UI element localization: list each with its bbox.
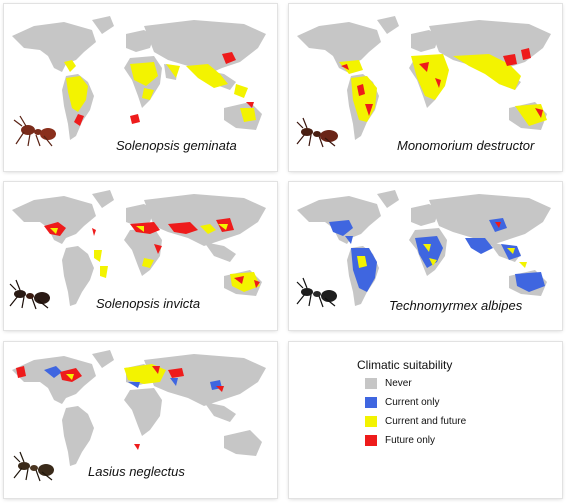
legend-swatch: [365, 434, 377, 446]
ant-photo: [296, 277, 337, 308]
legend-item-never: Never: [365, 376, 412, 390]
map-panel-solenopsis-invicta: Solenopsis invicta: [4, 182, 277, 330]
map-panel-lasius-neglectus: Lasius neglectus: [4, 342, 277, 498]
world-map: [12, 16, 266, 147]
legend-label: Future only: [385, 434, 436, 446]
legend-item-future-only: Future only: [365, 433, 435, 447]
suitability-overlay: [16, 364, 224, 450]
legend-swatch: [365, 415, 377, 427]
legend-panel: Climatic suitability Never Current only …: [289, 342, 562, 498]
world-map: [296, 190, 551, 308]
legend-swatch: [365, 377, 377, 389]
ant-photo: [296, 117, 338, 148]
legend-item-current-only: Current only: [365, 395, 439, 409]
suitability-overlay: [329, 218, 545, 292]
map-panel-technomyrmex-albipes: Technomyrmex albipes: [289, 182, 562, 330]
legend-item-current-and-future: Current and future: [365, 414, 466, 428]
species-label: Solenopsis geminata: [116, 138, 237, 153]
map-panel-monomorium-destructor: Monomorium destructor: [289, 4, 562, 171]
world-map: [12, 350, 266, 482]
suitability-overlay: [64, 52, 256, 126]
species-label: Technomyrmex albipes: [389, 298, 523, 313]
ant-photo: [9, 279, 50, 310]
legend-label: Current only: [385, 396, 440, 408]
world-map: [296, 16, 551, 148]
map-panel-solenopsis-geminata: Solenopsis geminata: [4, 4, 277, 171]
legend-swatch: [365, 396, 377, 408]
species-label: Monomorium destructor: [397, 138, 535, 153]
species-label: Lasius neglectus: [88, 464, 185, 479]
suitability-overlay: [339, 48, 547, 126]
continents: [12, 190, 266, 306]
legend-label: Never: [385, 377, 412, 389]
world-map: [9, 190, 266, 310]
legend-label: Current and future: [385, 415, 467, 427]
ant-photo: [13, 115, 56, 147]
continents: [12, 350, 266, 466]
suitability-overlay: [44, 218, 260, 292]
ant-photo: [13, 451, 54, 482]
species-label: Solenopsis invicta: [96, 296, 201, 311]
legend-title: Climatic suitability: [357, 358, 453, 372]
